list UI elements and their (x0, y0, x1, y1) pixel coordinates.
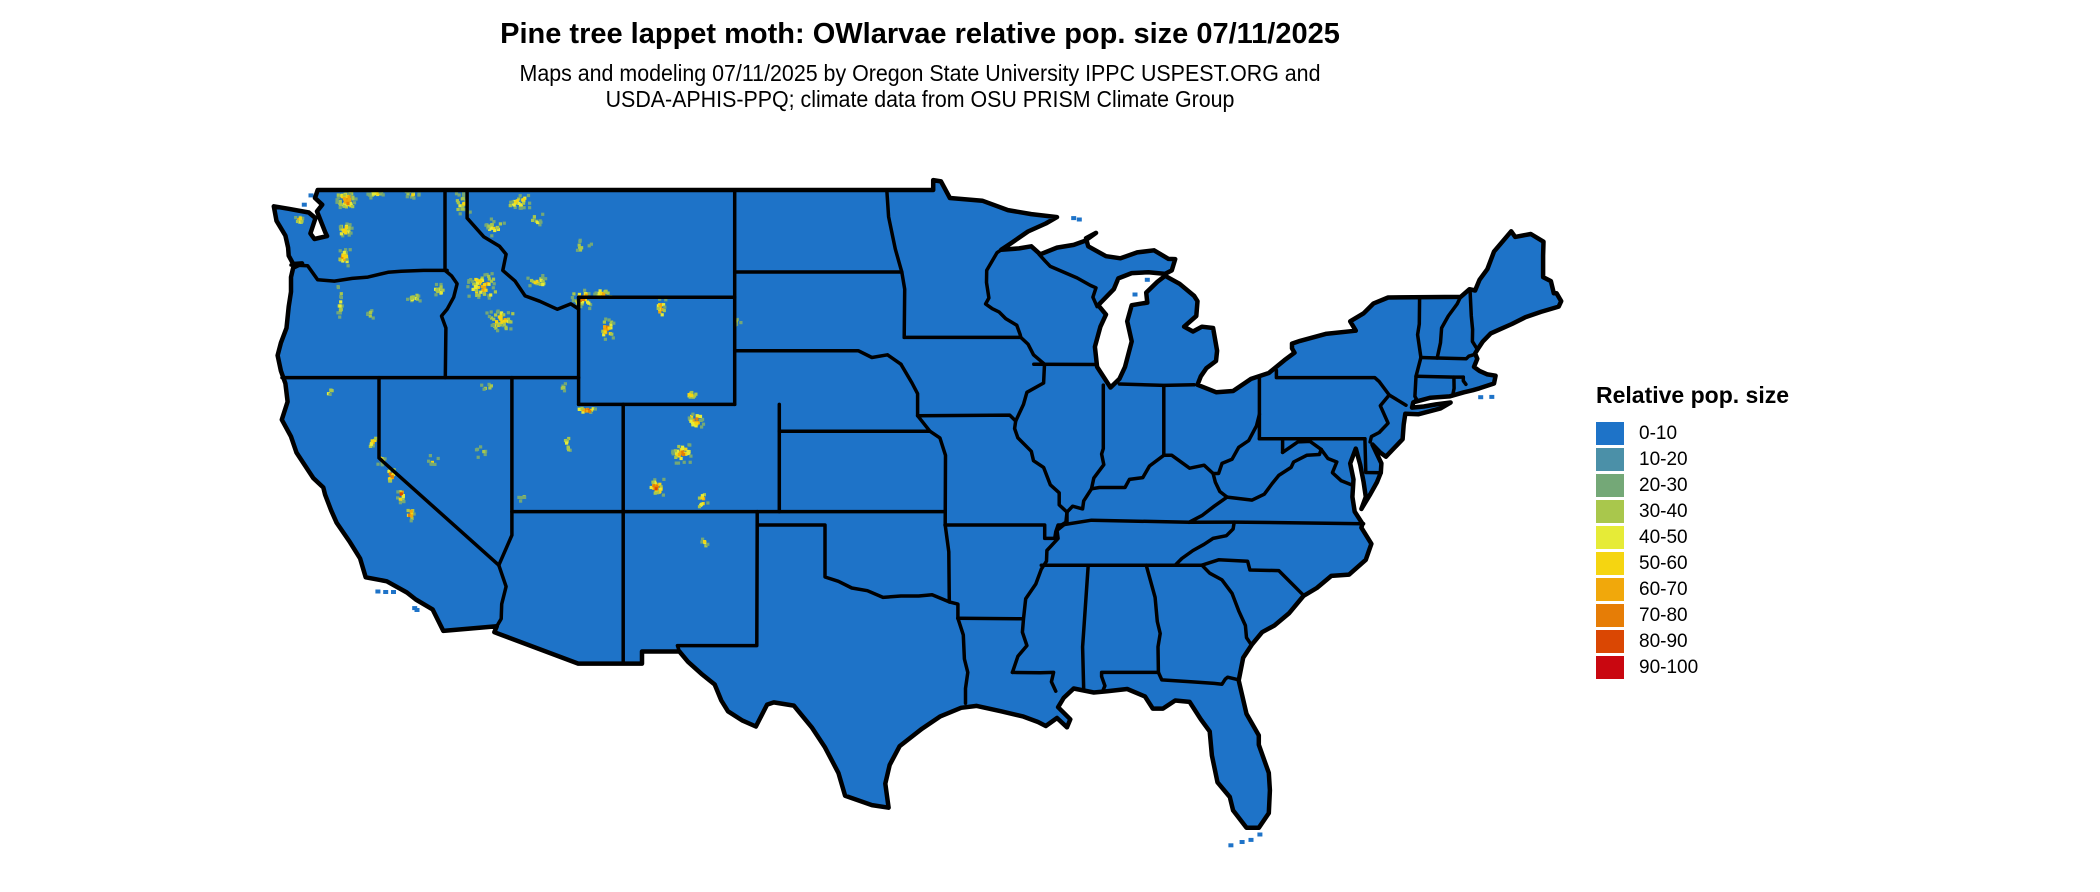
island-cell (308, 193, 314, 198)
legend-swatch (1596, 500, 1624, 523)
legend-swatch (1596, 630, 1624, 653)
legend-title: Relative pop. size (1596, 382, 1790, 408)
island-cell (301, 202, 307, 207)
conus-outline (271, 177, 1564, 831)
legend-swatch (1596, 656, 1624, 679)
island-cell (1257, 832, 1263, 837)
legend: Relative pop. size 0-10 10-20 20-30 30-40 40… (1596, 382, 1789, 682)
subtitle-line-1: Maps and modeling 07/11/2025 by Oregon S… (519, 60, 1321, 86)
legend-item-label: 80-90 (1639, 630, 1688, 652)
island-cell (1248, 837, 1254, 842)
island-cell (1144, 277, 1150, 282)
island-cell (1478, 395, 1484, 400)
island-cell (391, 590, 396, 594)
legend-item-label: 90-100 (1639, 656, 1699, 678)
legend-item-label: 30-40 (1639, 500, 1688, 522)
legend-swatch (1596, 448, 1624, 471)
subtitle-line-2: USDA-APHIS-PPQ; climate data from OSU PR… (605, 86, 1235, 112)
legend-swatch (1596, 604, 1624, 627)
header: Pine tree lappet moth: OWlarvae relative… (0, 16, 1840, 112)
legend-swatch (1596, 578, 1624, 601)
legend-swatch (1596, 552, 1624, 575)
legend-item: 90-100 (1596, 656, 1789, 679)
legend-item-label: 50-60 (1639, 552, 1688, 574)
legend-item: 20-30 (1596, 474, 1789, 497)
legend-item-label: 70-80 (1639, 604, 1688, 626)
legend-item-label: 40-50 (1639, 526, 1688, 548)
legend-item: 60-70 (1596, 578, 1789, 601)
legend-item-label: 0-10 (1639, 422, 1678, 444)
island-cell (1132, 292, 1138, 297)
legend-item-label: 10-20 (1639, 448, 1688, 470)
legend-item-label: 60-70 (1639, 578, 1688, 600)
state-borders (280, 188, 1478, 705)
legend-item: 10-20 (1596, 448, 1789, 471)
legend-item: 70-80 (1596, 604, 1789, 627)
subtitle: Maps and modeling 07/11/2025 by Oregon S… (64, 60, 1775, 112)
island-cell (1489, 394, 1495, 399)
legend-swatch (1596, 422, 1624, 445)
legend-item: 80-90 (1596, 630, 1789, 653)
island-cell (414, 608, 420, 612)
page-title: Pine tree lappet moth: OWlarvae relative… (500, 18, 1340, 50)
island-cell (1228, 843, 1234, 848)
legend-item: 50-60 (1596, 552, 1789, 575)
island-cell (375, 589, 381, 594)
island-cell (1076, 217, 1082, 222)
legend-swatch (1596, 526, 1624, 549)
legend-item: 30-40 (1596, 500, 1789, 523)
legend-item: 0-10 (1596, 422, 1789, 445)
island-cell (1239, 840, 1245, 844)
legend-item-label: 20-30 (1639, 474, 1688, 496)
island-cell (1071, 216, 1077, 221)
legend-swatch (1596, 474, 1624, 497)
island-cell (383, 590, 389, 594)
legend-items: 0-10 10-20 20-30 30-40 40-50 50-60 60-70 70-80 8… (1596, 422, 1789, 679)
legend-item: 40-50 (1596, 526, 1789, 549)
